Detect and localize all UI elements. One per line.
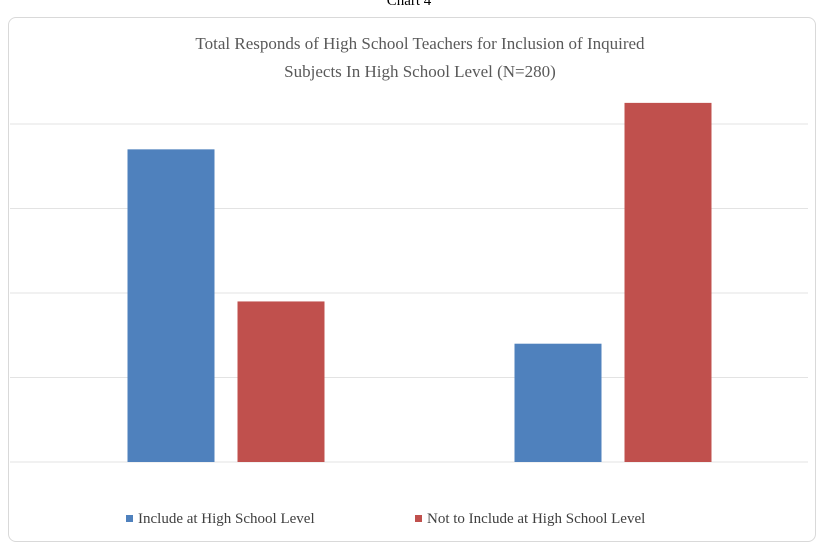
legend-label-not-include: Not to Include at High School Level [427, 511, 645, 527]
bar-not-include-group-1 [237, 301, 325, 462]
bars [127, 102, 712, 462]
legend-label-include: Include at High School Level [138, 511, 315, 527]
chart-title-line-1: Total Responds of High School Teachers f… [195, 34, 645, 53]
bar-not-include-group-2 [624, 102, 712, 462]
legend-swatch-not-include [415, 515, 422, 522]
bar-include-group-1 [127, 149, 215, 462]
bar-include-group-2 [514, 343, 602, 462]
chart-title-line-2: Subjects In High School Level (N=280) [284, 62, 556, 81]
legend-swatch-include [126, 515, 133, 522]
legend: Include at High School Level Not to Incl… [126, 511, 645, 527]
chart-caption: Chart 4 [386, 0, 432, 9]
